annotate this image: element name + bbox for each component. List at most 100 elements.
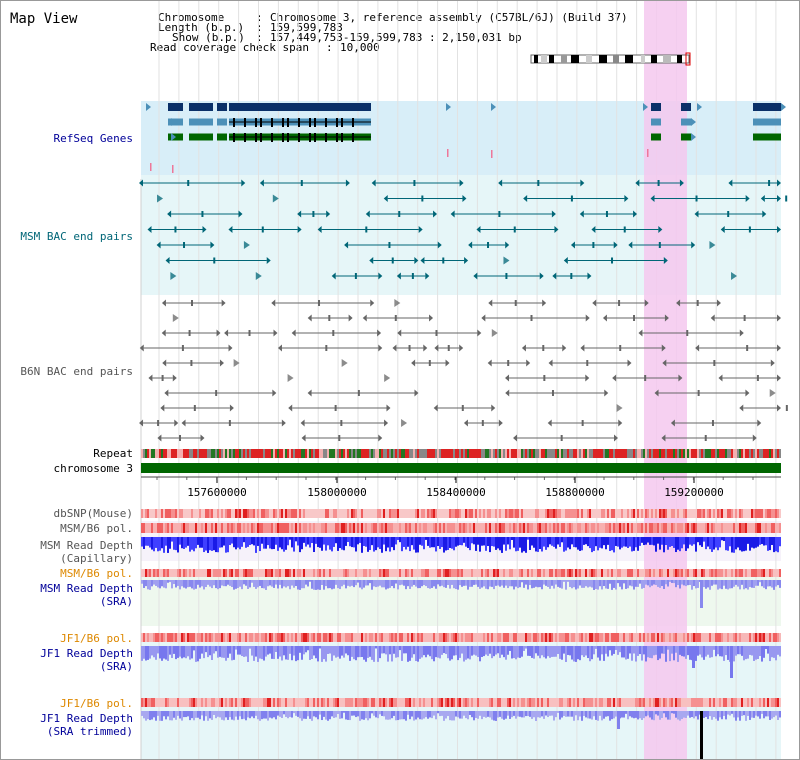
jf1-sra-depth-bar [615,646,617,650]
dbsnp-strip [543,509,545,518]
msm-capillary-depth-bar [193,537,195,552]
pol-strip [335,633,337,642]
pol-strip [293,698,295,707]
pol-strip [151,569,153,577]
gene-exon [271,118,273,127]
msm-sra-depth-bar [589,580,591,587]
pol-strip [197,569,199,577]
msm-bac-pair-end [369,257,374,264]
pol-strip [279,523,281,533]
pol-strip [215,569,217,577]
dbsnp-strip [343,509,345,518]
jf1-trimmed-depth-bar [247,711,249,718]
jf1-trimmed-depth-bar [549,711,551,716]
msm-capillary-depth-bar [271,537,273,550]
pol-strip [755,523,757,533]
repeat-segment [185,449,187,458]
msm-capillary-depth-bar [277,537,279,551]
pol-strip [717,698,719,707]
pol-strip [381,523,383,533]
pol-strip [347,698,349,707]
dbsnp-strip [777,509,779,518]
pol-strip [503,698,505,707]
jf1-trimmed-depth-bar [717,711,719,721]
pol-strip [159,523,161,533]
repeat-segment [543,449,545,458]
msm-sra-depth-bar [477,580,479,587]
pol-strip [287,633,289,642]
pol-strip [647,523,649,533]
gene-exon [244,118,246,127]
pol-strip [329,569,331,577]
jf1-sra-depth-bar [549,646,551,658]
msm-sra-depth-bar [249,580,251,588]
pol-strip [719,633,721,642]
msm-sra-depth-bar [243,580,245,585]
gene-exon [244,133,246,142]
pol-strip [625,569,627,577]
pol-strip [289,698,291,707]
dbsnp-strip [299,509,301,518]
msm-sra-depth-bar [583,580,585,588]
pol-strip [217,523,219,533]
pol-strip [453,633,455,642]
pol-strip [709,633,711,642]
msm-capillary-depth-bar [191,537,193,550]
pol-strip [753,523,755,533]
jf1-trimmed-depth-bar [685,711,687,718]
msm-sra-depth-bar [719,580,721,589]
msm-capillary-depth-bar [567,537,569,548]
msm-sra-depth-bar [189,580,191,587]
jf1-sra-depth-bar [141,646,143,661]
jf1-sra-depth-bar [667,646,669,650]
pol-strip [751,569,753,577]
msm-capillary-depth-bar [389,537,391,552]
jf1-trimmed-depth-bar [225,711,227,718]
pol-strip [203,523,205,533]
msm-sra-depth-bar [627,580,629,589]
chromosome-ideogram [530,52,691,66]
repeat-segment [599,449,601,458]
pol-strip [627,698,629,707]
repeat-segment [375,449,377,458]
msm-bac-pair-end [213,257,216,264]
msm-sra-depth-bar [183,580,185,588]
pol-strip [417,523,419,533]
jf1-trimmed-depth-bar [555,711,557,718]
pol-strip [769,569,771,577]
dbsnp-strip [517,509,519,518]
b6n-bac-pair-end [216,329,221,337]
b6n-bac-pair-end [627,359,632,367]
repeat-segment [321,449,323,458]
dbsnp-strip [163,509,165,518]
dbsnp-strip [153,509,155,518]
pol-strip [503,523,505,533]
track-label-msm-b6-pol-2: MSM/B6 pol. [60,567,133,580]
repeat-segment [415,449,417,458]
dbsnp-strip [655,509,657,518]
pol-strip [157,633,159,642]
msm-sra-depth-bar [193,580,195,590]
pol-strip [149,569,151,577]
msm-capillary-depth-bar [697,537,699,543]
pol-strip [569,569,571,577]
jf1-sra-depth-bar [159,646,161,659]
pol-strip [691,569,693,577]
pol-strip [771,523,773,533]
pol-strip [633,523,635,533]
pol-strip [749,633,751,642]
pol-strip [539,698,541,707]
pol-strip [361,633,363,642]
b6n-bac-pair-end [718,374,723,382]
dbsnp-strip [279,509,281,518]
repeat-segment [589,449,591,458]
pol-strip [549,569,551,577]
pol-strip [623,698,625,707]
msm-capillary-depth-bar [717,537,719,551]
dbsnp-strip [671,509,673,518]
pol-strip [371,698,373,707]
dbsnp-strip [755,509,757,518]
msm-capillary-depth-bar [723,537,725,542]
jf1-sra-depth-bar [201,646,203,654]
